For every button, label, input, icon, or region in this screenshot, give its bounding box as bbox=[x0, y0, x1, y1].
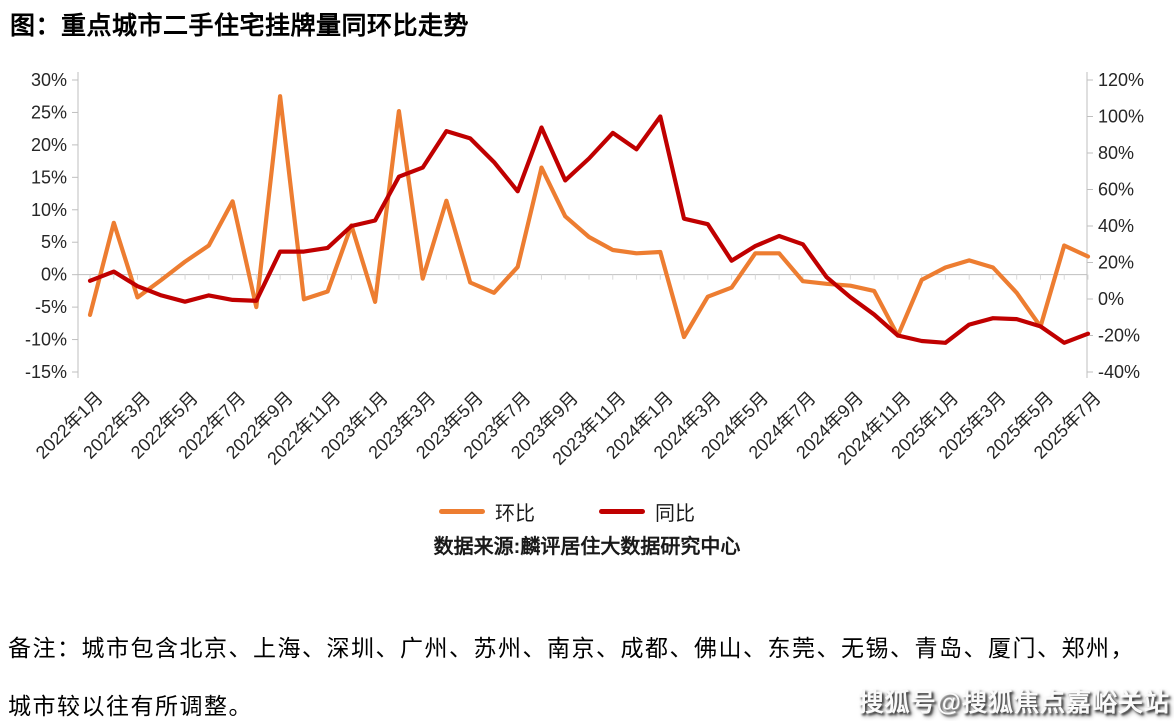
chart-title: 图：重点城市二手住宅挂牌量同环比走势 bbox=[10, 12, 470, 40]
mom-line-swatch bbox=[439, 509, 485, 514]
left-axis-tick-label: 25% bbox=[31, 102, 67, 122]
footnote-line-2: 城市较以往有所调整。 bbox=[8, 694, 253, 719]
legend-label-mom: 环比 bbox=[495, 503, 535, 525]
right-axis-tick-label: 100% bbox=[1098, 107, 1144, 127]
series-line-同比 bbox=[87, 114, 1091, 345]
left-axis-tick-label: 20% bbox=[31, 135, 67, 155]
right-axis-tick-label: -40% bbox=[1098, 362, 1140, 382]
legend-label-yoy: 同比 bbox=[655, 503, 695, 525]
right-axis-tick-label: 20% bbox=[1098, 253, 1134, 273]
series-line-环比 bbox=[87, 94, 1091, 340]
left-axis-tick-label: -15% bbox=[25, 362, 67, 382]
data-source-caption: 数据来源:麟评居住大数据研究中心 bbox=[433, 536, 741, 558]
right-axis-tick-label: -20% bbox=[1098, 326, 1140, 346]
right-axis-tick-label: 0% bbox=[1098, 289, 1124, 309]
right-axis-tick-label: 80% bbox=[1098, 143, 1134, 163]
chart-legend: 环比 同比 bbox=[0, 497, 1134, 526]
right-axis-tick-label: 120% bbox=[1098, 70, 1144, 90]
yoy-line-swatch bbox=[599, 509, 645, 514]
left-axis-tick-label: 0% bbox=[41, 265, 67, 285]
left-axis-tick-label: 10% bbox=[31, 200, 67, 220]
left-axis-tick-label: 15% bbox=[31, 167, 67, 187]
legend-item-mom: 环比 bbox=[439, 497, 535, 526]
right-axis-tick-label: 60% bbox=[1098, 180, 1134, 200]
right-axis-tick-label: 40% bbox=[1098, 216, 1134, 236]
left-axis-tick-label: 5% bbox=[41, 232, 67, 252]
left-axis-tick-label: -10% bbox=[25, 330, 67, 350]
footnote-line-1: 备注：城市包含北京、上海、深圳、广州、苏州、南京、成都、佛山、东莞、无锡、青岛、… bbox=[8, 636, 1135, 661]
left-axis-tick-label: -5% bbox=[35, 297, 67, 317]
left-axis-tick-label: 30% bbox=[31, 70, 67, 90]
trend-line-chart: 30% 25% 20% 15% 10% 5% 0% -5% -10% -15% 120% 100% 80… bbox=[25, 70, 1144, 469]
watermark-text: 搜狐号@搜狐焦点嘉峪关站 bbox=[858, 689, 1170, 717]
legend-item-yoy: 同比 bbox=[599, 497, 695, 526]
